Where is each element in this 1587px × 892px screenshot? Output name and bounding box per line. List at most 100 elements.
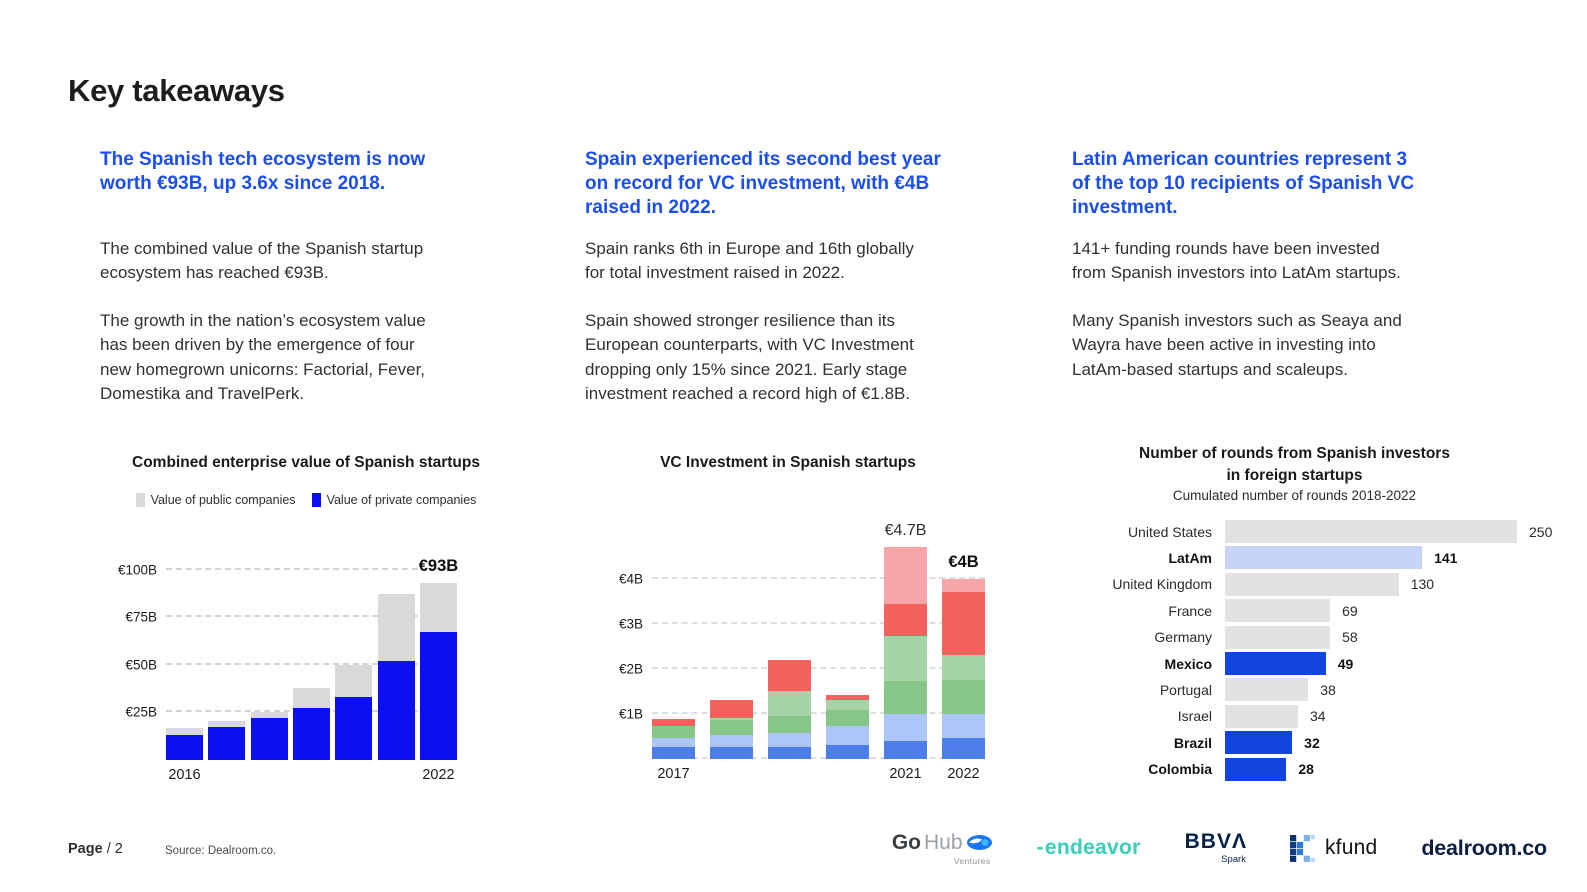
body-line: Domestika and TravelPerk. xyxy=(100,383,305,403)
gridline xyxy=(166,615,457,618)
bar-segment xyxy=(826,745,869,759)
heading-line: The Spanish tech ecosystem is now xyxy=(100,149,426,170)
vc-investment-chart: VC Investment in Spanish startups €1B €2B… xyxy=(582,452,994,782)
gridline xyxy=(652,576,985,579)
country-row-france: France 69 xyxy=(1072,598,1517,624)
bar-segment xyxy=(942,655,985,680)
country-bar xyxy=(1225,572,1399,596)
legend-label: Value of public companies xyxy=(150,492,296,507)
country-value: 32 xyxy=(1304,734,1320,751)
bar-segment xyxy=(208,727,246,760)
country-value: 130 xyxy=(1410,576,1435,593)
heading-line: on record for VC investment, with €4B xyxy=(585,173,930,195)
country-bar xyxy=(1225,546,1423,570)
bar-stack xyxy=(652,719,695,759)
country-bar xyxy=(1225,520,1517,544)
legend-item: Value of private companies xyxy=(311,492,476,507)
country-value: 58 xyxy=(1342,629,1358,646)
enterprise-value-chart: Combined enterprise value of Spanish sta… xyxy=(100,452,512,783)
column-heading: The Spanish tech ecosystem is now worth … xyxy=(100,148,500,237)
country-label: LatAm xyxy=(1168,549,1212,566)
country-row-colombia: Colombia 28 xyxy=(1072,756,1517,782)
bar-stack xyxy=(826,694,869,759)
bar-segment xyxy=(826,710,869,727)
country-value: 250 xyxy=(1529,523,1553,540)
source-note: Source: Dealroom.co. xyxy=(165,845,277,857)
body-line: The combined value of the Spanish startu… xyxy=(100,239,424,258)
legend-swatch xyxy=(135,492,145,507)
bar-segment xyxy=(884,636,927,681)
bar-2017 xyxy=(208,560,246,760)
bar-stack xyxy=(166,728,203,760)
gohub-ventures-logo: Go Hub Ventures xyxy=(892,831,993,866)
bar-segment xyxy=(826,726,869,746)
bar-stack xyxy=(768,659,811,759)
bar-segment xyxy=(768,659,811,692)
bar-2018 xyxy=(710,534,753,759)
dealroom-text: dealroom.co xyxy=(1421,835,1547,860)
bbva-text: BBV xyxy=(1184,830,1232,853)
bar-value-label: €4B xyxy=(948,552,979,571)
gohub-hub-text: Hub xyxy=(924,830,963,854)
country-bar xyxy=(1225,625,1331,649)
country-label: France xyxy=(1168,602,1212,619)
bar-segment xyxy=(826,694,869,701)
country-value: 28 xyxy=(1298,761,1314,778)
bar-value-label: €93B xyxy=(418,557,459,575)
bar-segment xyxy=(250,717,288,760)
bar-segment xyxy=(335,697,373,760)
bar-area: 250 xyxy=(1225,520,1552,544)
bar-area: 130 xyxy=(1225,572,1517,596)
body-line: has been driven by the emergence of four xyxy=(100,335,415,355)
body-line: investment reached a record high of €1.8… xyxy=(585,383,911,403)
country-bar xyxy=(1225,652,1326,676)
body-line: Spain ranks 6th in Europe and 16th globa… xyxy=(585,239,914,258)
bar-segment xyxy=(292,687,330,709)
bar-segment xyxy=(768,732,811,748)
bar-segment xyxy=(710,720,753,736)
bar-segment xyxy=(652,725,695,739)
bar-segment xyxy=(768,747,811,759)
country-bar xyxy=(1225,757,1287,781)
country-value: 141 xyxy=(1434,549,1458,566)
bar-segment xyxy=(377,594,415,661)
heading-line: worth €93B, up 3.6x since 2018. xyxy=(100,173,386,195)
bar-2018 xyxy=(250,560,288,760)
gridline xyxy=(166,662,457,665)
country-row-united-kingdom: United Kingdom 130 xyxy=(1072,571,1517,597)
page-label: Page xyxy=(68,841,103,857)
endeavor-dash: - xyxy=(1036,836,1044,859)
body-line: for total investment raised in 2022. xyxy=(585,263,845,283)
baseline-gridline xyxy=(652,756,985,759)
gridline xyxy=(652,711,985,714)
country-value: 34 xyxy=(1310,708,1326,725)
bar-segment xyxy=(710,735,753,748)
x-axis-label: 2017 xyxy=(657,765,690,782)
country-row-brazil: Brazil 32 xyxy=(1072,730,1517,756)
heading-line: Latin American countries represent 3 xyxy=(1072,149,1408,170)
y-axis-label: €50B xyxy=(125,657,157,673)
bar-2019 xyxy=(292,560,330,760)
bar-segment xyxy=(652,747,695,759)
endeavor-text: endeavor xyxy=(1044,836,1141,859)
bar-segment xyxy=(826,700,869,711)
chart-subtitle: Cumulated number of rounds 2018-2022 xyxy=(1172,488,1417,504)
country-label: Portugal xyxy=(1159,681,1212,698)
bar-area: 58 xyxy=(1225,625,1517,649)
body-line: European counterparts, with VC Investmen… xyxy=(585,335,914,355)
bar-stack xyxy=(942,578,985,759)
bar-2017: 2017 xyxy=(652,534,695,782)
gohub-eye-icon xyxy=(966,835,992,850)
page-value: / 2 xyxy=(106,841,123,857)
bar-area: 28 xyxy=(1225,757,1517,781)
bar-stack xyxy=(335,664,373,760)
body-line: The growth in the nation’s ecosystem val… xyxy=(100,311,426,331)
x-axis-label: 2016 xyxy=(168,766,201,783)
gridline xyxy=(166,567,457,570)
country-label: Colombia xyxy=(1148,761,1212,778)
bar-stack xyxy=(377,594,415,760)
y-axis-label: €3B xyxy=(618,616,643,632)
x-axis-label: 2022 xyxy=(422,766,455,783)
body-line: LatAm-based startups and scaleups. xyxy=(1072,359,1348,379)
